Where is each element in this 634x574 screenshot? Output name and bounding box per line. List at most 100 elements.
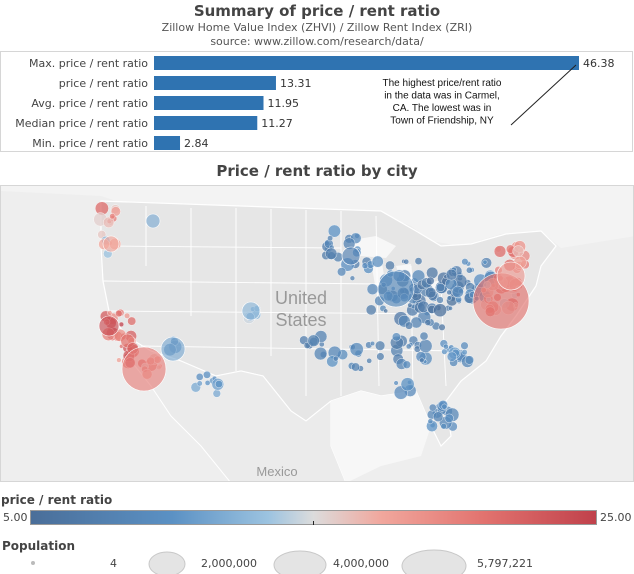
size-legend-label-2: 4,000,000 (333, 557, 389, 570)
city-bubble-201 (466, 266, 473, 274)
city-bubble-317 (464, 355, 475, 365)
city-bubble-158 (424, 319, 432, 326)
size-legend-label-1: 2,000,000 (201, 557, 257, 570)
size-legend-label-3: 5,797,221 (477, 557, 533, 570)
city-bubble-216 (482, 259, 488, 265)
metro-bubble-350 (121, 346, 167, 392)
city-bubble-276 (351, 362, 360, 372)
city-bubble-297 (402, 360, 411, 369)
city-bubble-126 (414, 257, 423, 265)
city-bubble-182 (425, 287, 437, 299)
bar-category-label-4: Min. price / rent ratio (32, 137, 148, 150)
city-bubble-91 (349, 275, 356, 281)
city-bubble-300 (419, 357, 425, 363)
city-bubble-336 (441, 403, 448, 410)
city-bubble-28 (107, 310, 113, 316)
city-bubble-334 (427, 418, 434, 425)
us-map[interactable]: United States Mexico (1, 186, 634, 482)
city-bubble-280 (366, 357, 373, 364)
city-bubble-146 (438, 323, 446, 331)
gulf-water (331, 391, 431, 481)
city-bubble-188 (446, 295, 452, 301)
city-bubble-32 (124, 312, 131, 319)
city-bubble-211 (445, 268, 458, 281)
city-bubble-92 (327, 235, 333, 242)
city-bubble-70 (204, 380, 211, 386)
bar-0 (154, 56, 579, 70)
city-bubble-176 (447, 305, 453, 311)
map-label-us-1: United (275, 288, 327, 308)
city-bubble-337 (444, 413, 454, 423)
metro-bubble-355 (341, 246, 361, 266)
city-bubble-66 (195, 373, 204, 381)
size-legend-label-0: 4 (110, 557, 117, 570)
city-bubble-278 (376, 352, 385, 361)
bar-value-label-4: 2.84 (184, 137, 209, 150)
map-label-mexico: Mexico (256, 464, 297, 479)
city-bubble-264 (512, 245, 525, 257)
city-bubble-298 (405, 343, 412, 350)
metro-bubble-354 (160, 336, 186, 362)
city-bubble-309 (460, 341, 469, 350)
bar-value-label-1: 13.31 (280, 77, 312, 90)
city-bubble-186 (436, 296, 444, 304)
city-bubble-30 (115, 309, 123, 318)
city-bubble-203 (461, 258, 469, 266)
metro-bubble-356 (102, 235, 120, 253)
bar-value-label-0: 46.38 (583, 57, 615, 70)
city-bubble-111 (365, 304, 377, 316)
city-bubbles[interactable] (93, 201, 531, 432)
city-bubble-68 (196, 380, 203, 387)
city-bubble-218 (451, 285, 464, 298)
city-bubble-61 (203, 370, 211, 379)
bar-1 (154, 76, 276, 90)
bar-3 (154, 116, 258, 130)
map-title: Price / rent ratio by city (216, 162, 418, 180)
city-bubble-69 (214, 380, 223, 389)
city-bubble-345 (393, 380, 399, 386)
size-legend: 4 2,000,000 4,000,000 5,797,221 (31, 549, 533, 574)
bar-category-label-2: Avg. price / rent ratio (31, 97, 148, 110)
city-bubble-121 (403, 258, 410, 265)
city-bubble-330 (428, 403, 437, 412)
summary-source: source: www.zillow.com/research/data/ (210, 35, 424, 48)
city-bubble-119 (366, 283, 379, 295)
city-bubble-271 (332, 355, 339, 362)
city-bubble-140 (407, 302, 413, 308)
city-bubble-37 (116, 357, 122, 363)
map-panel[interactable]: United States Mexico (0, 185, 634, 482)
city-bubble-9 (109, 213, 116, 220)
metro-bubble-351 (377, 270, 415, 308)
city-bubble-99 (361, 262, 369, 269)
city-bubble-284 (349, 342, 364, 357)
size-legend-circle-1 (148, 551, 186, 574)
city-bubble-114 (371, 255, 384, 268)
city-bubble-313 (441, 348, 448, 355)
metro-bubble-357 (98, 315, 120, 337)
city-bubble-63 (212, 389, 221, 398)
city-bubble-328 (432, 411, 444, 422)
summary-bar-chart: Max. price / rent ratio 46.38 price / rent… (15, 56, 615, 150)
city-bubble-343 (307, 334, 320, 347)
city-bubble-272 (314, 347, 328, 361)
city-bubble-84 (327, 224, 341, 238)
bar-category-label-3: Median price / rent ratio (15, 117, 148, 130)
color-legend-min: 5.00 (3, 511, 28, 524)
city-bubble-255 (493, 245, 507, 258)
city-bubble-183 (426, 276, 435, 286)
color-legend-gradient[interactable] (30, 510, 597, 525)
bar-category-label-0: Max. price / rent ratio (29, 57, 148, 70)
city-bubble-23 (118, 321, 125, 328)
city-bubble-299 (391, 332, 401, 342)
metro-bubble-358 (145, 213, 161, 229)
city-bubble-301 (418, 339, 433, 353)
city-bubble-172 (446, 289, 452, 296)
bar-value-label-3: 11.27 (261, 117, 293, 130)
city-bubble-282 (375, 340, 386, 351)
summary-subtitle: Zillow Home Value Index (ZHVI) / Zillow … (161, 21, 473, 34)
color-legend-title: price / rent ratio (1, 493, 113, 507)
city-bubble-100 (325, 247, 338, 260)
city-bubble-157 (405, 321, 414, 330)
bar-annotation: The highest price/rent ratio in the data … (383, 78, 502, 127)
city-bubble-315 (443, 343, 449, 350)
